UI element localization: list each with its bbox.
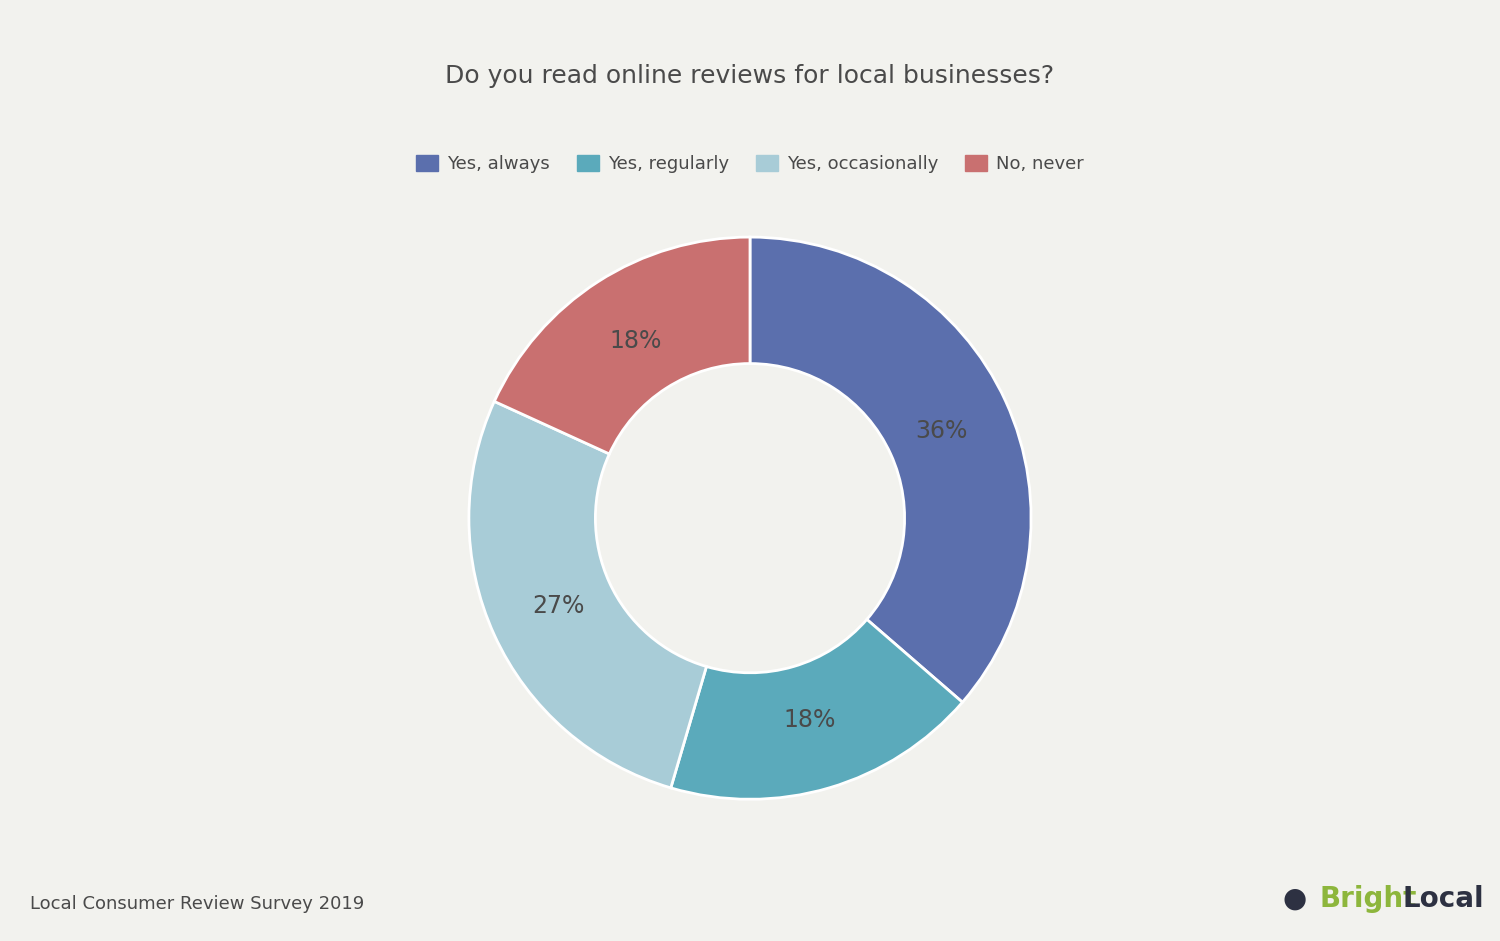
Wedge shape — [495, 237, 750, 454]
Text: Bright: Bright — [1320, 885, 1418, 913]
Wedge shape — [470, 402, 706, 788]
Wedge shape — [750, 237, 1030, 702]
Title: Do you read online reviews for local businesses?: Do you read online reviews for local bus… — [446, 64, 1054, 88]
Text: 36%: 36% — [915, 419, 968, 442]
Text: Local Consumer Review Survey 2019: Local Consumer Review Survey 2019 — [30, 895, 364, 913]
Text: ●: ● — [1282, 885, 1306, 913]
Text: 18%: 18% — [783, 709, 836, 732]
Text: 27%: 27% — [532, 594, 585, 617]
Text: Local: Local — [1402, 885, 1484, 913]
Text: 18%: 18% — [610, 328, 662, 353]
Wedge shape — [670, 619, 963, 799]
Legend: Yes, always, Yes, regularly, Yes, occasionally, No, never: Yes, always, Yes, regularly, Yes, occasi… — [410, 148, 1090, 181]
